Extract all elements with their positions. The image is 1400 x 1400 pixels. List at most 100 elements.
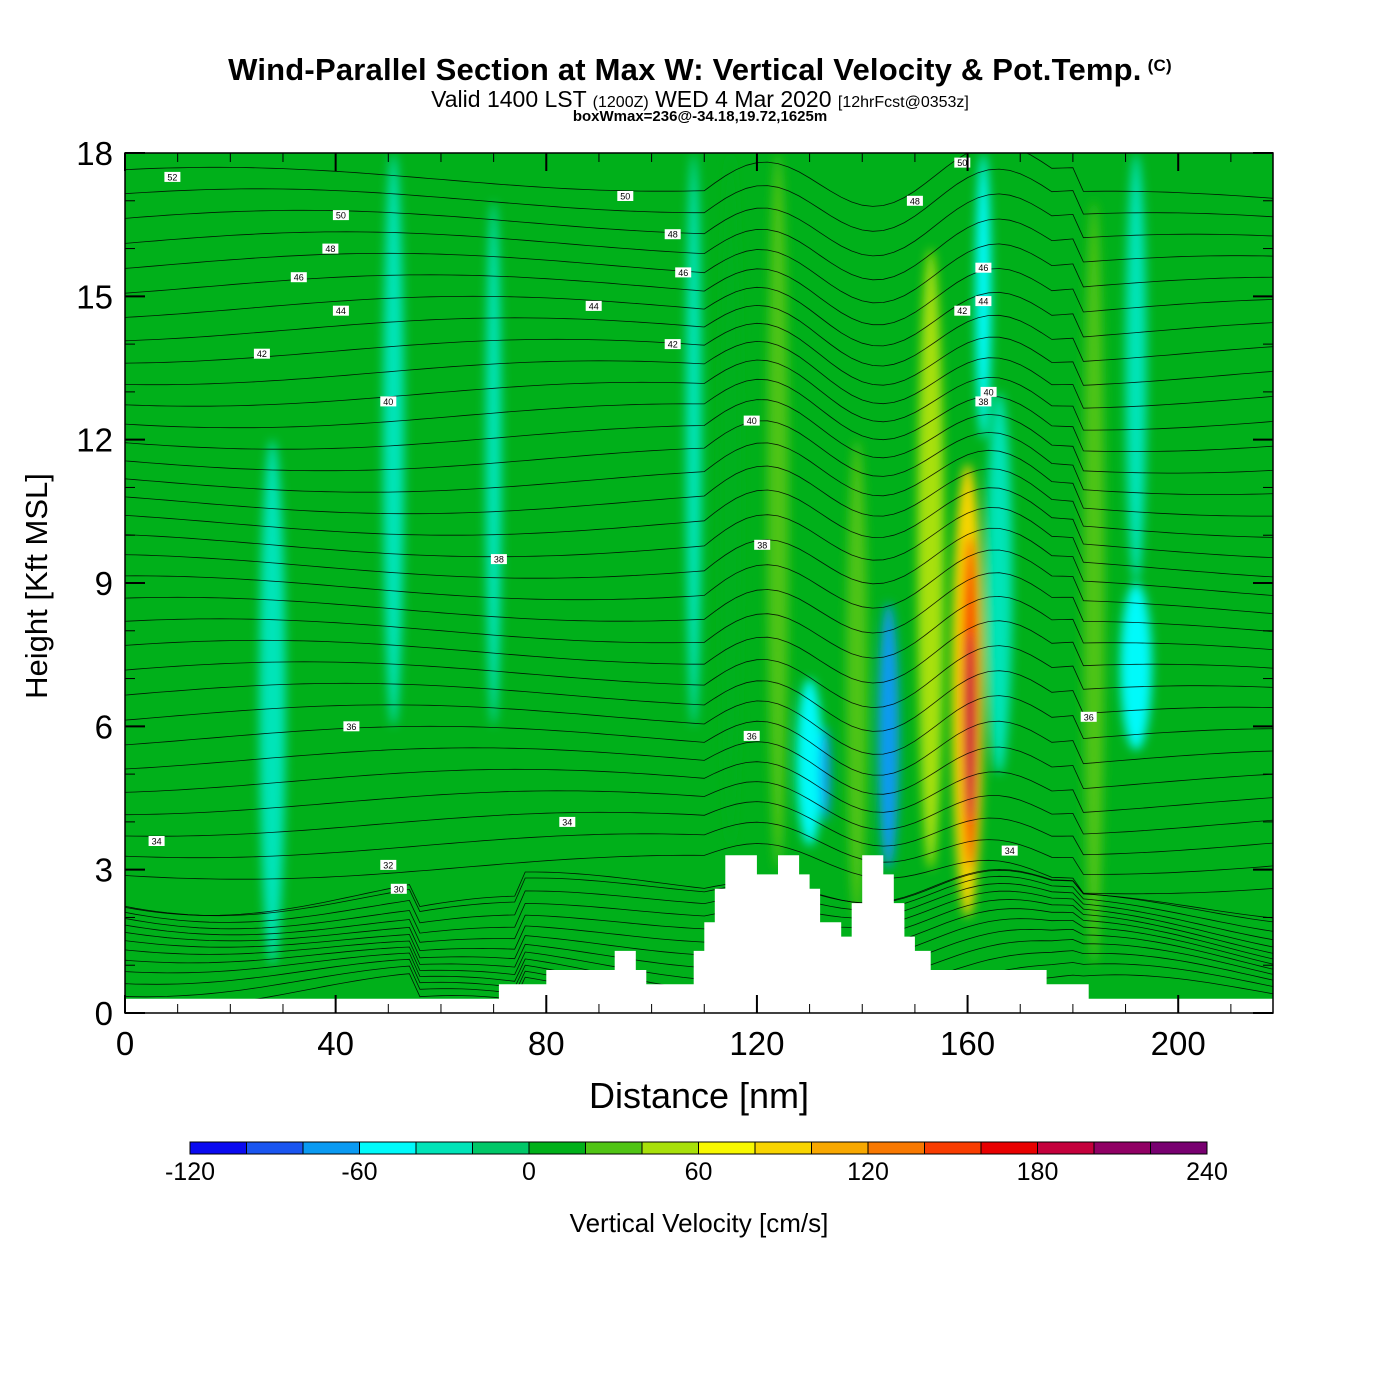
theta-label-text: 40 (747, 416, 757, 426)
colorbar-swatch (811, 1141, 869, 1155)
theta-label: 32 (380, 859, 397, 870)
theta-label-text: 50 (336, 211, 346, 221)
theta-label-box (975, 296, 992, 307)
theta-contour-line (125, 869, 1273, 919)
theta-contour-line (125, 243, 1273, 304)
copyright-mark: (C) (1147, 56, 1172, 75)
theta-label-text: 44 (978, 297, 988, 307)
y-tick-label: 12 (76, 422, 113, 459)
colorbar-tick-label: -120 (165, 1158, 215, 1186)
theta-contour-line (125, 572, 1273, 634)
y-axis-label: Height [Kft MSL] (19, 473, 54, 699)
theta-label: 38 (490, 554, 507, 565)
theta-label: 34 (1001, 845, 1018, 856)
theta-label-text: 46 (294, 273, 304, 283)
theta-label-text: 52 (167, 172, 177, 182)
theta-label-text: 34 (562, 817, 572, 827)
theta-label: 40 (380, 396, 397, 407)
theta-label: 40 (980, 386, 997, 397)
velocity-feature-16 (1083, 200, 1105, 966)
theta-label-box (617, 191, 634, 201)
velocity-feature-7 (820, 726, 831, 822)
valid-date: WED 4 Mar 2020 (655, 86, 832, 112)
theta-contour-line (125, 487, 1273, 558)
theta-label-box (290, 272, 307, 283)
velocity-field: 5250484644424038363434323050484644424038… (125, 153, 1273, 1013)
theta-label: 36 (343, 721, 360, 732)
theta-contours (125, 153, 1273, 1013)
velocity-feature-2 (485, 200, 502, 727)
theta-contour-line (125, 670, 1273, 732)
theta-label: 42 (954, 305, 971, 316)
theta-contour-line (125, 322, 1273, 386)
theta-contour-line (125, 843, 1273, 895)
theta-label: 44 (585, 300, 602, 311)
y-tick-label: 9 (95, 565, 113, 602)
colorbar-swatch (189, 1141, 247, 1155)
colorbar-swatch (641, 1141, 699, 1155)
theta-label-text: 44 (336, 306, 346, 316)
theta-label-text: 40 (984, 387, 994, 397)
theta-label-box (559, 816, 576, 827)
theta-label: 40 (743, 415, 760, 426)
theta-label-text: 46 (678, 268, 688, 278)
x-tick-labels: 0 40 80 120 160 200 (116, 1025, 1206, 1062)
theta-label-text: 34 (1005, 846, 1015, 856)
y-tick-label: 6 (95, 708, 113, 745)
theta-label-text: 44 (589, 301, 599, 311)
theta-label: 44 (332, 305, 349, 316)
y-tick-label: 18 (76, 135, 113, 172)
terrain-mask (125, 855, 1273, 1013)
theta-label: 52 (164, 171, 181, 182)
theta-contour-line (125, 875, 1273, 932)
theta-label: 46 (290, 272, 307, 283)
colorbar-swatch (1150, 1141, 1208, 1155)
theta-label: 38 (975, 396, 992, 407)
theta-label-box (585, 300, 602, 311)
theta-contour-line (125, 899, 1273, 954)
theta-label-text: 50 (957, 158, 967, 168)
theta-contour-line (125, 890, 1273, 948)
theta-label-box (164, 171, 181, 182)
theta-label-text: 38 (494, 555, 504, 565)
velocity-feature-3 (685, 153, 702, 727)
y-tick-label: 15 (76, 278, 113, 315)
velocity-feature-14 (986, 391, 1013, 775)
chart-title: Wind-Parallel Section at Max W: Vertical… (0, 52, 1400, 88)
theta-contour-line (125, 821, 1273, 875)
colorbar-swatch (1037, 1141, 1095, 1155)
theta-label-box (253, 348, 270, 359)
theta-label-text: 48 (668, 230, 678, 240)
theta-label: 48 (664, 229, 681, 240)
y-tick-labels: 0 3 6 9 12 15 18 (76, 135, 113, 1032)
theta-label: 38 (754, 539, 771, 550)
colorbar-tick-label: 180 (1017, 1158, 1059, 1186)
colorbar-swatch (585, 1141, 643, 1155)
theta-contour-line (125, 720, 1273, 776)
x-tick-label: 120 (729, 1025, 784, 1062)
theta-label-box (754, 539, 771, 550)
theta-contour-line (125, 973, 1273, 1013)
theta-contour-labels: 5250484644424038363434323050484644424038… (148, 157, 1097, 894)
colorbar-swatch (1093, 1141, 1151, 1155)
theta-contour-line (125, 286, 1273, 347)
theta-label-box (954, 305, 971, 316)
velocity-feature-4 (720, 153, 742, 846)
theta-label: 36 (1080, 711, 1097, 722)
theta-contour-line (125, 883, 1273, 941)
velocity-feature-9 (878, 602, 900, 870)
theta-label-text: 38 (978, 397, 988, 407)
velocity-feature-1 (383, 153, 405, 727)
theta-contour-line (125, 268, 1273, 326)
colorbar-swatch (867, 1141, 925, 1155)
theta-contour-line (125, 153, 1273, 207)
theta-contour-line (125, 304, 1273, 367)
velocity-feature-17 (1120, 583, 1152, 751)
theta-label: 34 (148, 836, 165, 847)
theta-label: 48 (322, 243, 339, 254)
forecast-info: [12hrFcst@0353z] (837, 94, 969, 111)
theta-contour-line (125, 465, 1273, 538)
colorbar-label: Vertical Velocity [cm/s] (570, 1208, 829, 1238)
theta-contour-line (125, 359, 1273, 431)
theta-contour-line (125, 399, 1273, 474)
